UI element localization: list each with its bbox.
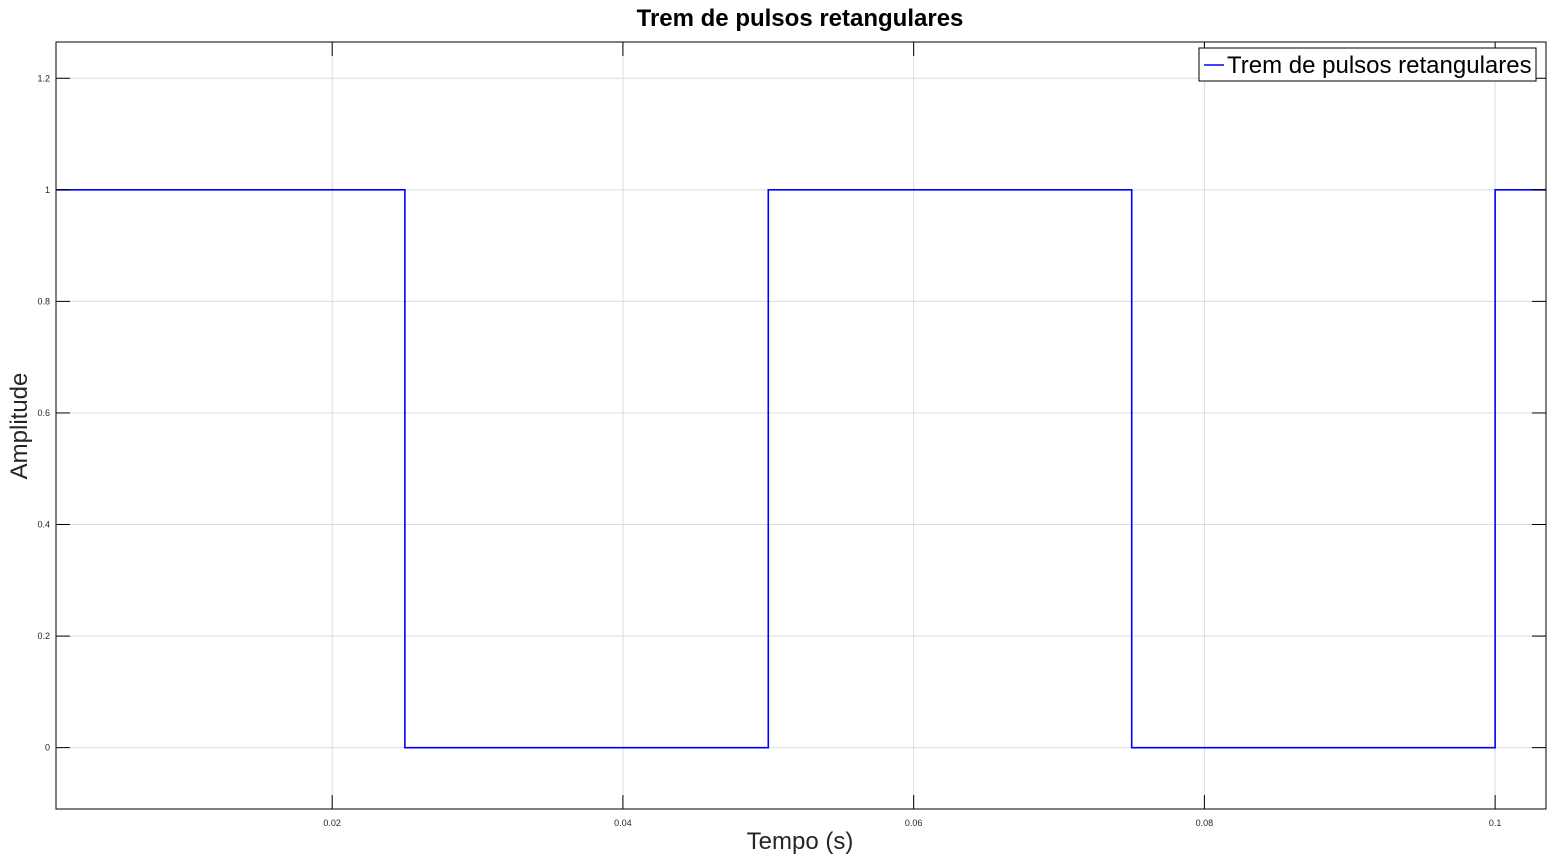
x-tick-label: 0.08 bbox=[1196, 818, 1214, 828]
plot-area bbox=[56, 42, 1546, 809]
y-axis-label: Amplitude bbox=[6, 373, 33, 480]
y-tick-label: 0.6 bbox=[37, 408, 50, 418]
plot-frame bbox=[55, 41, 1547, 810]
x-axis-label: Tempo (s) bbox=[747, 828, 854, 855]
y-tick-label: 0.8 bbox=[37, 296, 50, 306]
y-tick-label: 0.4 bbox=[37, 520, 50, 530]
x-tick-label: 0.06 bbox=[905, 818, 923, 828]
y-tick-label: 0.2 bbox=[37, 631, 50, 641]
x-tick-label: 0.1 bbox=[1489, 818, 1502, 828]
y-tick-label: 0 bbox=[45, 743, 50, 753]
legend: Trem de pulsos retangulares bbox=[1198, 47, 1537, 82]
x-tick-label: 0.02 bbox=[323, 818, 341, 828]
series-layer bbox=[56, 189, 1546, 749]
chart-title: Trem de pulsos retangulares bbox=[637, 5, 964, 32]
y-tick-label: 1.2 bbox=[37, 73, 50, 83]
legend-label: Trem de pulsos retangulares bbox=[1227, 52, 1532, 79]
y-tick-label: 1 bbox=[45, 185, 50, 195]
legend-box bbox=[1198, 47, 1537, 82]
series-line bbox=[56, 189, 1546, 749]
x-tick-label: 0.04 bbox=[614, 818, 632, 828]
